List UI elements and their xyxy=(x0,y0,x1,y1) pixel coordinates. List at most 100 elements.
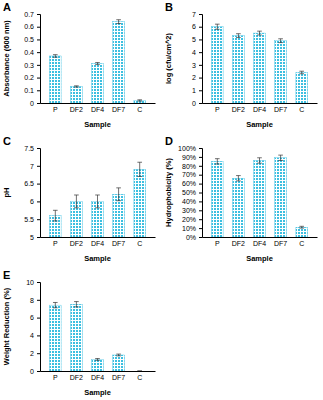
panel: 01234567PDF2DF4DF7CBSamplelog (cfu/cm^2) xyxy=(164,1,318,129)
y-tick-label: 0.4 xyxy=(24,49,34,56)
x-tick: DF7 xyxy=(112,237,125,247)
x-tick-label: C xyxy=(299,106,304,113)
y-tick-mark xyxy=(199,90,202,91)
x-tick-label: DF4 xyxy=(91,106,104,113)
x-tick-label: DF4 xyxy=(253,106,266,113)
error-bar xyxy=(95,63,100,65)
bar xyxy=(233,178,245,237)
y-tick: 0.3 xyxy=(24,62,40,69)
y-tick: 0% xyxy=(186,234,202,241)
x-tick-label: DF7 xyxy=(112,240,125,247)
y-tick-label: 4 xyxy=(192,49,196,56)
y-axis-line xyxy=(199,149,203,238)
y-tick-mark xyxy=(37,201,40,202)
x-axis-line xyxy=(203,237,318,238)
error-bar-line xyxy=(215,24,220,29)
error-bar xyxy=(137,100,142,101)
plot-area: 01234567PDF2DF4DF7C xyxy=(192,11,317,113)
y-tick-mark xyxy=(199,184,202,185)
y-tick-label: 80% xyxy=(182,163,196,170)
x-tick: DF4 xyxy=(91,371,104,381)
y-tick: 2 xyxy=(30,350,40,357)
y-tick: 0.1 xyxy=(24,87,40,94)
y-tick: 7.5 xyxy=(24,145,40,152)
y-tick: 70% xyxy=(182,171,202,178)
y-tick-mark xyxy=(37,184,40,185)
error-bar-line xyxy=(95,359,100,361)
y-tick: 6 xyxy=(30,314,40,321)
y-tick: 0.7 xyxy=(24,11,40,18)
y-tick-mark xyxy=(199,27,202,28)
y-tick-label: 6 xyxy=(30,314,34,321)
y-tick: 6 xyxy=(30,198,40,205)
bars xyxy=(49,20,145,103)
x-tick-label: P xyxy=(53,106,58,113)
plot-area: 5 5.5 6 6.5 7 7.5 PDF2DF4DF7C xyxy=(24,145,155,247)
y-tick-label: 0.7 xyxy=(24,11,34,18)
y-axis-title: pH xyxy=(2,188,11,198)
bar xyxy=(134,169,146,237)
y-tick: 5 xyxy=(30,234,40,241)
x-tick: DF2 xyxy=(70,371,83,381)
y-tick-mark xyxy=(37,237,40,238)
x-tick-label: P xyxy=(53,374,58,381)
panel-label: A xyxy=(3,1,11,13)
figure: 00.10.20.30.40.50.60.7PDF2DF4DF7CASample… xyxy=(0,0,323,400)
y-tick-label: 10% xyxy=(182,225,196,232)
x-tick-label: DF7 xyxy=(112,106,125,113)
error-bar-line xyxy=(299,71,304,74)
y-tick: 40% xyxy=(182,198,202,205)
y-tick-mark xyxy=(199,103,202,104)
bar xyxy=(134,100,146,103)
error-bar xyxy=(278,155,283,160)
bars xyxy=(49,162,145,237)
x-axis-title: Sample xyxy=(84,254,111,263)
x-tick-label: DF4 xyxy=(91,374,104,381)
y-tick-label: 0 xyxy=(30,100,34,107)
y-axis: 0%10%20%30%40%50%60%70%80%90%100% xyxy=(178,145,202,241)
bar xyxy=(113,355,125,371)
panel: 0246810PDF2DF4DF7CESampleWeight Reductio… xyxy=(2,269,156,397)
y-tick-mark xyxy=(199,39,202,40)
y-tick: 7 xyxy=(192,11,202,18)
bar xyxy=(92,64,104,103)
x-tick-label: DF7 xyxy=(274,240,287,247)
y-axis: 00.10.20.30.40.50.60.7 xyxy=(24,11,40,107)
y-tick: 4 xyxy=(30,332,40,339)
y-tick-label: 70% xyxy=(182,171,196,178)
panel-label: D xyxy=(165,135,173,147)
y-tick: 100% xyxy=(178,145,202,152)
y-tick: 0 xyxy=(192,100,202,107)
y-axis-line xyxy=(37,283,41,372)
x-axis: PDF2DF4DF7C xyxy=(41,103,156,113)
y-tick: 7 xyxy=(30,163,40,170)
y-axis-line xyxy=(37,15,41,104)
bar xyxy=(71,86,83,103)
y-axis-title: Weight Reduction (%) xyxy=(2,287,11,365)
x-tick: DF7 xyxy=(112,103,125,113)
y-tick-label: 6.5 xyxy=(24,180,34,187)
y-tick: 60% xyxy=(182,180,202,187)
y-tick-label: 5 xyxy=(192,36,196,43)
y-tick-label: 7 xyxy=(30,163,34,170)
y-tick-mark xyxy=(199,201,202,202)
y-tick: 80% xyxy=(182,163,202,170)
bars xyxy=(211,24,307,103)
x-tick-label: P xyxy=(215,240,220,247)
x-axis: PDF2DF4DF7C xyxy=(41,237,156,247)
x-tick-label: P xyxy=(215,106,220,113)
x-tick: DF4 xyxy=(253,103,266,113)
y-tick-label: 5.5 xyxy=(24,216,34,223)
error-bar xyxy=(236,176,241,181)
y-tick: 0.5 xyxy=(24,36,40,43)
error-bar-line xyxy=(116,354,121,356)
error-bar xyxy=(74,86,79,87)
y-tick: 5 xyxy=(192,36,202,43)
x-axis-line xyxy=(41,103,156,104)
error-bar-line xyxy=(137,162,142,176)
x-axis: PDF2DF4DF7C xyxy=(41,371,156,381)
x-tick: C xyxy=(137,371,142,381)
error-bar xyxy=(53,55,58,58)
x-tick-label: C xyxy=(299,240,304,247)
x-tick: DF2 xyxy=(232,103,245,113)
